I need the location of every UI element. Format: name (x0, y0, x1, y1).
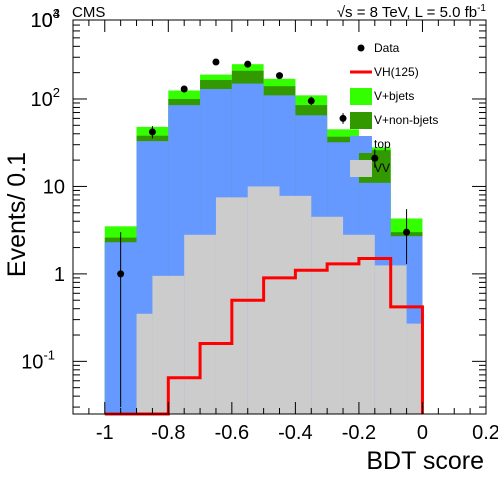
luminosity-label: √s = 8 TeV, L = 5.0 fb-1 (337, 3, 487, 21)
legend-data-label: Data (374, 41, 400, 55)
experiment-label: CMS (72, 4, 105, 21)
legend-v-non-bjets-label: V+non-bjets (374, 113, 438, 127)
lumi-unit-exponent: -1 (477, 3, 486, 14)
x-tick-label: -0.6 (215, 422, 249, 444)
data-point-9 (371, 154, 379, 162)
data-point-10 (403, 228, 411, 236)
legend-v-non-bjets-swatch (350, 112, 372, 129)
bar-vv-8 (311, 216, 344, 414)
bar-vv-2 (136, 313, 153, 414)
legend-vv-swatch (350, 160, 372, 177)
data-point-6 (276, 72, 283, 80)
data-point-3 (180, 85, 188, 93)
legend-top-swatch (350, 136, 372, 153)
legend-vh-125-label: VH(125) (374, 65, 419, 79)
data-point-5 (244, 60, 252, 68)
legend-data-marker (357, 44, 365, 52)
y-tick-label: 10-1 (21, 347, 55, 373)
x-tick-label: -0.4 (278, 422, 312, 444)
data-point-2 (148, 128, 156, 136)
y-tick-label: 102 (31, 85, 60, 111)
y-tick-label: 10 (43, 176, 65, 198)
legend-v-bjets-swatch (350, 88, 372, 105)
legend-v-bjets-label: V+bjets (374, 89, 414, 103)
y-tick-label: 104 (31, 6, 60, 32)
y-axis-label: Events/ 0.1 (3, 152, 31, 277)
x-tick-label: -0.8 (151, 422, 185, 444)
x-tick-label: -1 (96, 422, 114, 444)
data-point-8 (339, 114, 347, 122)
signal-vh125-line (104, 256, 424, 416)
legend-vv-label: VV (374, 161, 390, 175)
y-tick-label: 103 (31, 6, 60, 32)
bar-vv-7 (279, 195, 312, 414)
legend-top-label: top (374, 137, 391, 151)
energy-lumi-text: √s = 8 TeV, L = 5.0 fb (337, 4, 477, 21)
x-tick-label: 0.2 (472, 422, 498, 444)
bar-vv-4 (184, 234, 216, 414)
x-axis-label: BDT score (366, 447, 484, 475)
data-point-7 (307, 97, 315, 105)
x-tick-label: -0.2 (342, 422, 376, 444)
x-tick-label: 0 (417, 422, 428, 444)
y-tick-label: 1 (54, 264, 65, 286)
data-point-4 (212, 58, 220, 66)
bar-vv-11 (406, 323, 423, 414)
data-point-1 (117, 270, 125, 278)
